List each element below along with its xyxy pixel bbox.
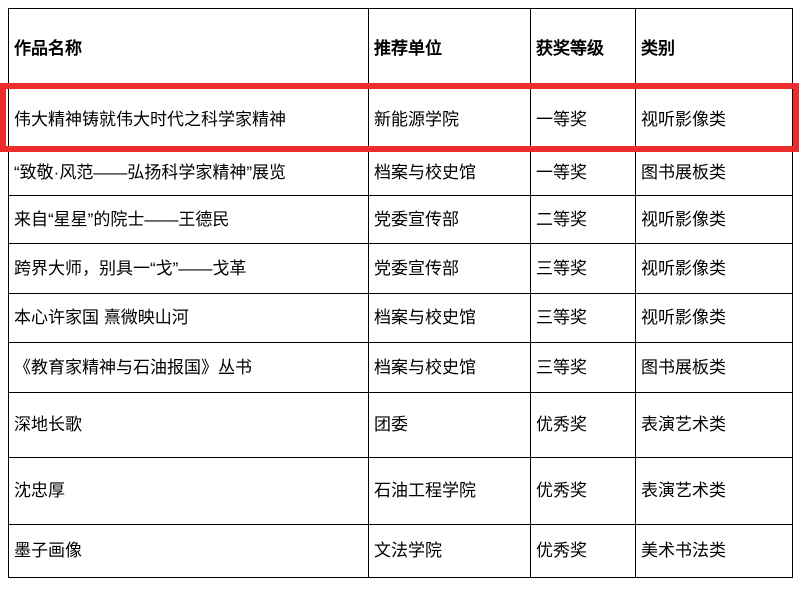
header-row: 作品名称 推荐单位 获奖等级 类别 xyxy=(8,8,793,89)
table-row: 墨子画像 文法学院 优秀奖 美术书法类 xyxy=(8,524,793,578)
cell-level: 三等奖 xyxy=(530,342,636,393)
table-row: 来自“星星”的院士——王德民 党委宣传部 二等奖 视听影像类 xyxy=(8,195,793,244)
cell-unit: 党委宣传部 xyxy=(368,195,531,244)
cell-level: 三等奖 xyxy=(530,243,636,294)
cell-level: 优秀奖 xyxy=(530,392,636,458)
cell-unit: 档案与校史馆 xyxy=(368,293,531,343)
cell-title: “致敬·风范——弘扬科学家精神”展览 xyxy=(8,150,369,196)
cell-title: 本心许家国 熹微映山河 xyxy=(8,293,369,343)
cell-title: 《教育家精神与石油报国》丛书 xyxy=(8,342,369,393)
awards-table: 作品名称 推荐单位 获奖等级 类别 伟大精神铸就伟大时代之科学家精神 新能源学院一… xyxy=(8,8,793,578)
table-row: 跨界大师，别具一“戈”——戈革 党委宣传部 三等奖 视听影像类 xyxy=(8,243,793,294)
cell-title: 墨子画像 xyxy=(8,524,369,578)
table-row: 伟大精神铸就伟大时代之科学家精神 新能源学院 一等奖 视听影像类 xyxy=(8,88,793,151)
table-row: “致敬·风范——弘扬科学家精神”展览 档案与校史馆 一等奖 图书展板类 xyxy=(8,150,793,196)
cell-title: 跨界大师，别具一“戈”——戈革 xyxy=(8,243,369,294)
cell-level: 优秀奖 xyxy=(530,524,636,578)
cell-unit: 档案与校史馆 xyxy=(368,342,531,393)
cell-unit: 党委宣传部 xyxy=(368,243,531,294)
cell-unit: 档案与校史馆 xyxy=(368,150,531,196)
table-row: 《教育家精神与石油报国》丛书 档案与校史馆 三等奖 图书展板类 xyxy=(8,342,793,393)
cell-level: 一等奖 xyxy=(530,150,636,196)
cell-unit: 团委 xyxy=(368,392,531,458)
header-cell-category: 类别 xyxy=(635,8,793,89)
cell-title: 来自“星星”的院士——王德民 xyxy=(8,195,369,244)
cell-level: 三等奖 xyxy=(530,293,636,343)
cell-category: 视听影像类 xyxy=(635,195,793,244)
table-row: 沈忠厚 石油工程学院 优秀奖 表演艺术类 xyxy=(8,457,793,525)
header-cell-level: 获奖等级 xyxy=(530,8,636,89)
table-row: 本心许家国 熹微映山河 档案与校史馆 三等奖 视听影像类 xyxy=(8,293,793,343)
table-body: 伟大精神铸就伟大时代之科学家精神 新能源学院 一等奖 视听影像类 “致敬·风范——弘扬科… xyxy=(8,88,793,578)
cell-unit: 石油工程学院 xyxy=(368,457,531,525)
cell-category: 视听影像类 xyxy=(635,243,793,294)
cell-level: 一等奖 xyxy=(530,88,636,151)
cell-category: 图书展板类 xyxy=(635,150,793,196)
cell-level: 优秀奖 xyxy=(530,457,636,525)
cell-unit: 新能源学院 xyxy=(368,88,531,151)
cell-title: 伟大精神铸就伟大时代之科学家精神 xyxy=(8,88,369,151)
table-row: 深地长歌 团委 优秀奖 表演艺术类 xyxy=(8,392,793,458)
header-cell-unit: 推荐单位 xyxy=(368,8,531,89)
cell-category: 表演艺术类 xyxy=(635,457,793,525)
cell-level: 二等奖 xyxy=(530,195,636,244)
cell-title: 沈忠厚 xyxy=(8,457,369,525)
cell-category: 美术书法类 xyxy=(635,524,793,578)
cell-category: 视听影像类 xyxy=(635,293,793,343)
cell-category: 表演艺术类 xyxy=(635,392,793,458)
cell-title: 深地长歌 xyxy=(8,392,369,458)
cell-unit: 文法学院 xyxy=(368,524,531,578)
header-cell-title: 作品名称 xyxy=(8,8,369,89)
cell-category: 图书展板类 xyxy=(635,342,793,393)
cell-category: 视听影像类 xyxy=(635,88,793,151)
